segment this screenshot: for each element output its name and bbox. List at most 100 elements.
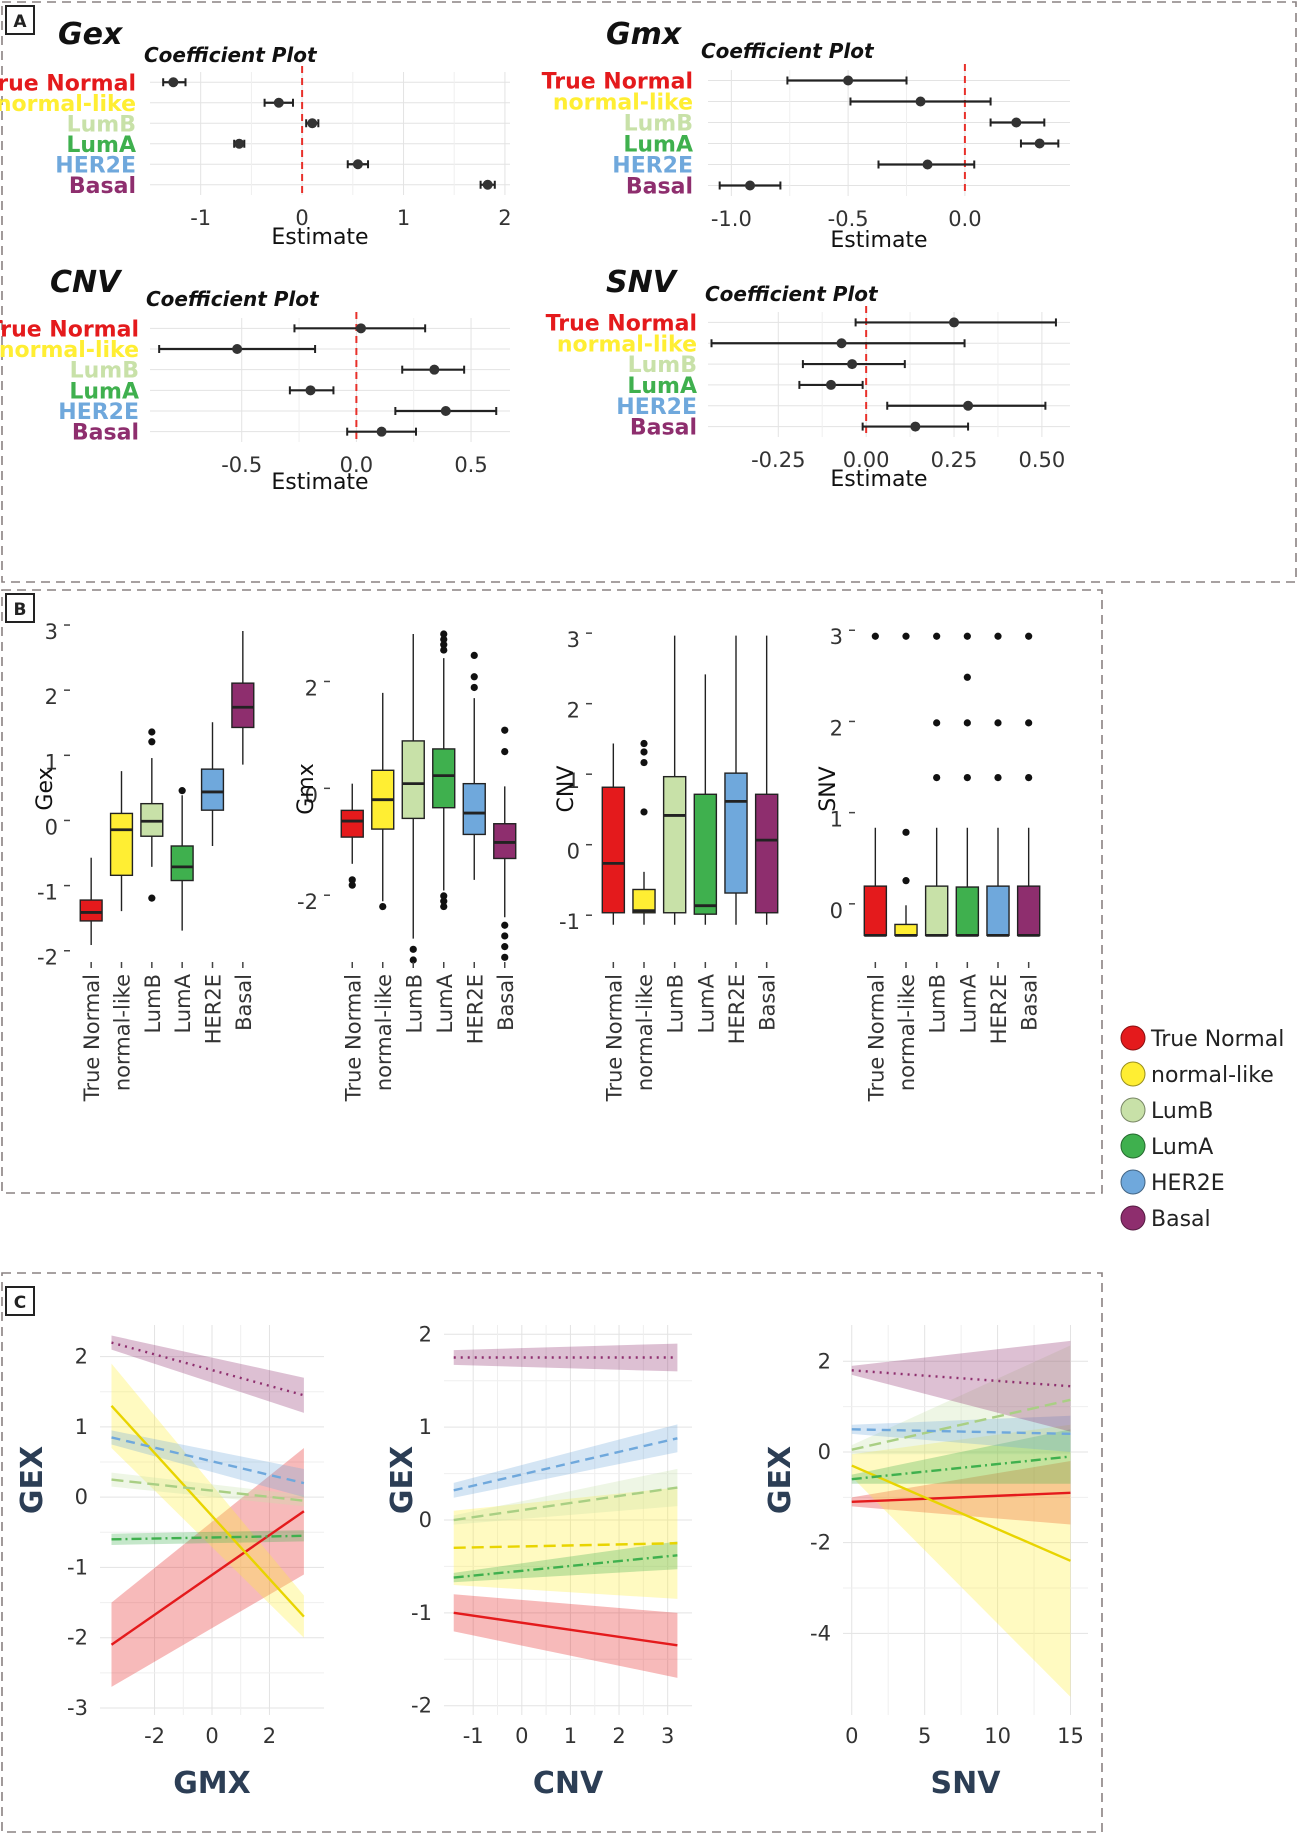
box-basal — [1016, 885, 1041, 937]
outlier-basal — [501, 943, 509, 951]
panel-tag-a-label: A — [13, 12, 27, 32]
x-tick-label: -1 — [463, 1724, 484, 1748]
panel-tag-c-label: C — [14, 1293, 26, 1313]
x-tick-label: 1 — [397, 206, 410, 230]
x-tick-label: 3 — [661, 1724, 674, 1748]
confidence-band-luma — [111, 1530, 304, 1545]
x-tick-label: 0.00 — [843, 448, 890, 472]
box-lumb — [662, 775, 687, 914]
category-label-her2e: HER2E — [55, 153, 136, 178]
y-tick-label: 1 — [830, 808, 843, 832]
box-lumb — [924, 885, 949, 937]
category-label-normal-like: normal-like — [372, 974, 396, 1091]
category-label-luma: LumA — [623, 133, 693, 158]
legend-label-her2e: HER2E — [1151, 1171, 1225, 1196]
outlier-luma — [440, 892, 448, 900]
confidence-band-luma — [851, 1429, 1071, 1484]
category-label-luma: LumA — [627, 374, 697, 399]
legend-label-true-normal: True Normal — [1150, 1027, 1284, 1052]
y-tick-label: -2 — [297, 890, 318, 914]
forest-coef-cnv: True Normalnormal-likeLumBLumAHER2EBasal… — [0, 265, 510, 495]
estimate-point-luma — [1034, 138, 1045, 149]
y-tick-label: 2 — [75, 1345, 88, 1369]
outlier-lumb — [148, 738, 156, 746]
y-tick-label: 2 — [567, 699, 580, 723]
outlier-luma — [440, 646, 448, 654]
outlier-true-normal — [348, 881, 356, 889]
estimate-point-basal — [745, 180, 756, 191]
outlier-basal — [1025, 774, 1033, 782]
fit-line-luma — [851, 1455, 1071, 1481]
box-true-normal — [340, 809, 364, 838]
x-axis-label: CNV — [533, 1766, 604, 1801]
category-label-her2e: HER2E — [616, 395, 697, 420]
outlier-basal — [501, 932, 509, 940]
x-tick-label: -0.25 — [751, 448, 805, 472]
category-label-normal-like: normal-like — [111, 974, 135, 1091]
panel-c-frame — [1, 1272, 1103, 1833]
category-label-basal: Basal — [232, 974, 256, 1031]
outlier-normal-like — [640, 808, 648, 816]
outlier-basal — [1025, 632, 1033, 640]
y-tick-label: 1 — [45, 750, 58, 774]
category-label-lumb: LumB — [402, 974, 426, 1034]
interaction-inter-cnv: -2 -1 0 1 2 -1 0 1 2 3 CNV GEX — [385, 1322, 692, 1801]
category-label-her2e: HER2E — [725, 974, 749, 1044]
confidence-band-normal-like — [453, 1487, 678, 1599]
outlier-basal — [501, 921, 509, 929]
outlier-lumb — [148, 728, 156, 736]
outlier-luma — [178, 787, 186, 795]
category-label-normal-like: normal-like — [633, 974, 657, 1091]
confidence-band-true-normal — [851, 1461, 1071, 1525]
y-tick-label: 0 — [830, 899, 843, 923]
boxplot-box-gex: -2 -1 0 1 2 3 Gex True Normal normal-like LumB Lum… — [33, 620, 256, 1102]
outlier-lumb — [148, 894, 156, 902]
outlier-luma — [440, 635, 448, 643]
box-true-normal — [601, 786, 626, 914]
category-label-luma: LumA — [66, 133, 136, 158]
confidence-band-normal-like — [111, 1363, 304, 1638]
fit-line-lumb — [111, 1478, 305, 1502]
category-label-basal: Basal — [626, 175, 693, 200]
outlier-true-normal — [348, 876, 356, 884]
category-label-true-normal: True Normal — [341, 974, 365, 1102]
x-axis-label: Estimate — [271, 225, 368, 250]
interaction-inter-snv: -4 -2 0 2 0 5 10 15 SNV GEX — [763, 1325, 1088, 1801]
charts-layer: True Normalnormal-likeLumBLumAHER2EBasal… — [0, 17, 1088, 1801]
x-tick-label: -0.5 — [221, 453, 262, 477]
estimate-point-luma — [305, 385, 316, 396]
estimate-point-lumb — [429, 364, 440, 375]
boxplot-box-snv: 0 1 2 3 SNV True Normal normal-like LumB LumA HER… — [816, 625, 1042, 1102]
y-tick-label: -4 — [810, 1621, 831, 1645]
fit-line-her2e — [453, 1437, 678, 1492]
confidence-band-her2e — [851, 1415, 1071, 1452]
box-luma — [693, 793, 718, 915]
category-label-true-normal: True Normal — [542, 70, 693, 95]
y-tick-label: 0 — [305, 783, 318, 807]
outlier-luma — [440, 641, 448, 649]
fit-line-normal-like — [110, 1405, 305, 1618]
estimate-point-her2e — [352, 159, 363, 170]
outlier-luma — [440, 897, 448, 905]
fit-line-normal-like — [453, 1542, 678, 1550]
box-normal-like — [632, 888, 656, 914]
fit-line-her2e — [851, 1428, 1071, 1436]
y-tick-label: 0 — [45, 815, 58, 839]
outlier-true-normal — [871, 632, 879, 640]
x-axis-label: Estimate — [830, 467, 927, 492]
y-tick-label: -1 — [37, 881, 58, 905]
estimate-point-normal-like — [273, 97, 284, 108]
estimate-point-her2e — [440, 406, 451, 416]
category-label-luma: LumA — [171, 973, 195, 1033]
confidence-band-true-normal — [453, 1594, 678, 1678]
category-label-lumb: LumB — [664, 974, 688, 1034]
x-tick-label: 2 — [498, 206, 511, 230]
estimate-point-her2e — [922, 159, 933, 170]
category-label-basal: Basal — [494, 974, 518, 1031]
category-label-basal: Basal — [756, 974, 780, 1031]
category-label-basal: Basal — [69, 174, 136, 199]
legend: True Normal normal-like LumB LumA HER2E Basal — [1120, 1025, 1284, 1232]
outlier-normal-like — [640, 758, 648, 767]
confidence-band-basal — [851, 1340, 1071, 1432]
x-tick-label: 0.0 — [948, 207, 981, 231]
